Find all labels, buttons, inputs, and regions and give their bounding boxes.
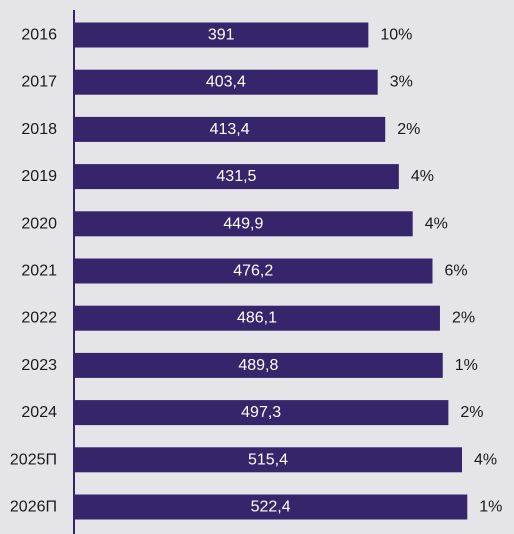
category-label: 2021 bbox=[21, 263, 57, 280]
category-label: 2017 bbox=[21, 74, 57, 91]
growth-label: 4% bbox=[425, 215, 448, 232]
data-label: 431,5 bbox=[216, 168, 256, 185]
data-label: 522,4 bbox=[251, 499, 291, 516]
bar bbox=[74, 400, 449, 426]
bars: 2016 391 10% 2017 403,4 3% 2018 413,4 2% 2019 431,… bbox=[10, 22, 502, 520]
category-label: 2022 bbox=[21, 310, 57, 327]
bar bbox=[74, 447, 463, 473]
growth-label: 1% bbox=[479, 499, 502, 516]
category-label: 2019 bbox=[21, 168, 57, 185]
bar bbox=[74, 164, 399, 190]
bar-row: 2023 489,8 1% bbox=[21, 352, 478, 378]
bar-row: 2019 431,5 4% bbox=[21, 164, 434, 190]
data-label: 489,8 bbox=[238, 357, 278, 374]
bar-row: 2021 476,2 6% bbox=[21, 258, 468, 284]
bar-row: 2025П 515,4 4% bbox=[10, 447, 497, 473]
data-label: 391 bbox=[208, 27, 235, 44]
category-label: 2026П bbox=[10, 499, 57, 516]
data-label: 486,1 bbox=[237, 310, 277, 327]
category-label: 2018 bbox=[21, 121, 57, 138]
category-label: 2020 bbox=[21, 215, 57, 232]
data-label: 497,3 bbox=[241, 404, 281, 421]
growth-label: 3% bbox=[390, 74, 413, 91]
data-label: 449,9 bbox=[223, 215, 263, 232]
growth-label: 2% bbox=[460, 404, 483, 421]
bar bbox=[74, 258, 433, 284]
bar-row: 2018 413,4 2% bbox=[21, 116, 420, 142]
growth-label: 4% bbox=[474, 451, 497, 468]
data-label: 413,4 bbox=[210, 121, 250, 138]
bar bbox=[74, 352, 443, 378]
growth-label: 4% bbox=[411, 168, 434, 185]
bar-row: 2022 486,1 2% bbox=[21, 305, 475, 331]
bar-row: 2024 497,3 2% bbox=[21, 400, 484, 426]
bar bbox=[74, 211, 413, 237]
bar-row: 2026П 522,4 1% bbox=[10, 494, 502, 520]
bar-row: 2016 391 10% bbox=[21, 22, 412, 48]
bar bbox=[74, 116, 386, 142]
bar-row: 2020 449,9 4% bbox=[21, 211, 448, 237]
growth-label: 2% bbox=[397, 121, 420, 138]
category-label: 2023 bbox=[21, 357, 57, 374]
growth-label: 10% bbox=[380, 27, 412, 44]
growth-label: 6% bbox=[444, 263, 467, 280]
category-label: 2025П bbox=[10, 451, 57, 468]
data-label: 515,4 bbox=[248, 451, 288, 468]
data-label: 403,4 bbox=[206, 74, 246, 91]
bar-row: 2017 403,4 3% bbox=[21, 69, 413, 95]
data-label: 476,2 bbox=[233, 263, 273, 280]
category-label: 2024 bbox=[21, 404, 57, 421]
growth-label: 1% bbox=[455, 357, 478, 374]
bar bbox=[74, 305, 440, 331]
bar bbox=[74, 494, 468, 520]
category-label: 2016 bbox=[21, 27, 57, 44]
growth-label: 2% bbox=[452, 310, 475, 327]
bar bbox=[74, 22, 369, 48]
bar bbox=[74, 69, 378, 95]
